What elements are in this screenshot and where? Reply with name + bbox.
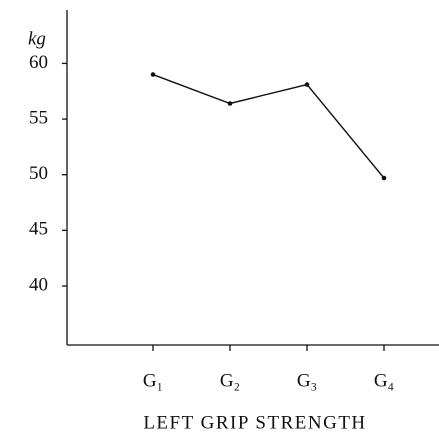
chart-title: LEFT GRIP STRENGTH	[143, 412, 366, 433]
y-tick-label: 55	[29, 107, 48, 128]
y-tick-label: 50	[29, 163, 48, 184]
data-point	[150, 72, 156, 77]
x-tick-label: G₁	[143, 370, 163, 391]
data-point	[227, 101, 233, 106]
x-tick-label: G₃	[297, 370, 317, 391]
data-point	[381, 175, 387, 181]
x-tick-label: G₂	[220, 370, 240, 391]
data-point	[304, 82, 310, 87]
data-line	[152, 73, 385, 179]
y-tick-label: 60	[29, 52, 48, 73]
y-axis-label: kg	[28, 28, 46, 49]
y-tick-label: 45	[29, 219, 48, 240]
x-tick-label: G₄	[374, 370, 394, 391]
y-tick-label: 40	[29, 274, 48, 295]
